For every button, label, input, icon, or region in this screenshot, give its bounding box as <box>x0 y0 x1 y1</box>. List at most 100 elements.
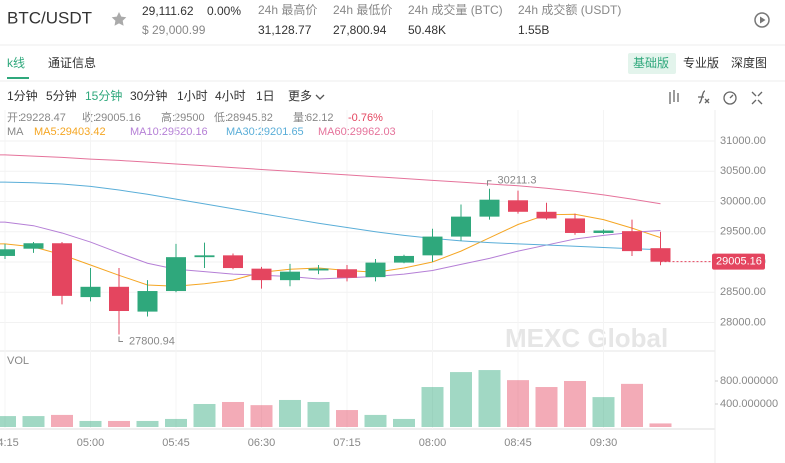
y-tick-label: 30000.00 <box>720 195 766 207</box>
candle-body <box>280 271 300 281</box>
volume-bar <box>307 401 330 427</box>
tab[interactable]: 通证信息 <box>48 55 96 70</box>
vol-tick-label: 800.000000 <box>720 375 778 387</box>
volume-bar <box>336 410 358 427</box>
ma-name: MA60: <box>318 126 350 138</box>
candle-body <box>337 269 357 278</box>
candle-body <box>394 255 414 263</box>
volume-bar <box>22 416 45 427</box>
candle-body <box>137 291 158 312</box>
more-arrow <box>315 94 325 100</box>
low-marker <box>118 336 123 343</box>
play-button[interactable] <box>754 12 770 28</box>
stat-label: 24h 成交额 (USDT) <box>518 2 621 17</box>
volume-bar <box>478 370 501 427</box>
volume-bar <box>193 403 216 427</box>
volume-bar <box>450 372 472 427</box>
stat-value: 27,800.94 <box>333 23 387 37</box>
y-tick-label: 29500.00 <box>720 226 766 238</box>
tab-active[interactable]: k线 <box>7 56 25 70</box>
candle-body <box>422 236 443 256</box>
stat-label: 24h 成交量 (BTC) <box>408 2 503 17</box>
ma-name: MA5: <box>34 126 60 138</box>
x-tick-label: 04:15 <box>0 437 19 449</box>
x-tick-label: 05:45 <box>162 437 190 449</box>
candle-body <box>593 230 614 233</box>
candle-body <box>52 243 72 296</box>
tab-underline <box>7 77 29 79</box>
x-tick-label: 05:00 <box>77 437 105 449</box>
volume-bar <box>649 423 672 427</box>
x-tick-label: 08:45 <box>504 437 532 449</box>
view-tab[interactable]: 专业版 <box>683 55 719 70</box>
view-tab[interactable]: 基础版 <box>633 56 669 70</box>
interval[interactable]: 5分钟 <box>46 88 77 103</box>
volume-bar <box>250 405 273 427</box>
volume-bar <box>592 397 615 427</box>
y-tick-label: 30500.00 <box>720 165 766 177</box>
pair: BTC/USDT <box>7 8 92 27</box>
info-label: 量: <box>293 111 307 124</box>
interval[interactable]: 1日 <box>256 89 275 103</box>
volume-bar <box>421 387 444 427</box>
volume-bar <box>79 420 102 427</box>
candle-body <box>166 257 186 292</box>
last-price-label: 29005.16 <box>716 256 762 268</box>
volume-bar <box>108 420 130 427</box>
y-tick-label: 28500.00 <box>720 286 766 298</box>
view-tab[interactable]: 深度图 <box>731 55 767 70</box>
candle-body <box>109 286 129 312</box>
toolbar-icons[interactable] <box>669 90 763 105</box>
candle-body <box>80 286 101 298</box>
info-value: 29500 <box>174 112 205 124</box>
candle-body <box>508 200 528 212</box>
interval[interactable]: 30分钟 <box>130 88 167 103</box>
ma-name: MA30: <box>226 126 258 138</box>
stat-value: 31,128.77 <box>258 23 312 37</box>
usd-price: $ 29,000.99 <box>142 23 206 37</box>
stat-value: 50.48K <box>408 23 446 37</box>
info-value: 29005.16 <box>95 112 141 124</box>
candle-body <box>650 248 671 262</box>
stat-value: 1.55B <box>518 23 549 37</box>
candle-body <box>23 243 44 249</box>
candle-body <box>0 249 15 256</box>
interval[interactable]: 1分钟 <box>7 88 38 103</box>
candle-body <box>365 262 386 278</box>
view-active-bg <box>628 53 676 74</box>
x-tick-label: 07:15 <box>333 437 361 449</box>
interval[interactable]: 1小时 <box>177 89 208 103</box>
volume-bar <box>507 380 529 427</box>
volume-bar <box>535 387 558 427</box>
x-tick-label: 06:30 <box>248 437 276 449</box>
candle-body <box>622 231 642 252</box>
candle-body <box>223 255 243 269</box>
ma-value: 29520.16 <box>162 126 208 138</box>
info-value: 28945.82 <box>227 112 273 124</box>
volume-bar <box>393 418 415 427</box>
ma-value: 29201.65 <box>258 126 304 138</box>
candle-body <box>251 268 272 281</box>
info-label: 收: <box>82 110 96 124</box>
candle-body <box>194 255 215 258</box>
x-tick-label: 09:30 <box>590 437 618 449</box>
favorite-star[interactable] <box>111 12 127 26</box>
info-value: 62.12 <box>306 112 334 124</box>
watermark: MEXC Global <box>505 323 668 353</box>
ma-legend: MA10:29520.16 <box>130 126 208 138</box>
interval[interactable]: 15分钟 <box>85 88 122 103</box>
info-change: -0.76% <box>348 112 383 124</box>
interval-more[interactable]: 更多 <box>288 89 312 103</box>
y-tick-label: 28000.00 <box>720 316 766 328</box>
candle-body <box>451 216 471 237</box>
y-tick-label: 31000.00 <box>720 135 766 147</box>
info-label: 高: <box>161 110 175 124</box>
ma-label: MA <box>7 126 24 138</box>
volume-bar <box>621 383 643 427</box>
volume-bar <box>51 414 73 427</box>
info-value: 29228.47 <box>20 112 66 124</box>
info-label: 开: <box>7 112 21 124</box>
high-marker <box>487 180 492 186</box>
interval[interactable]: 4小时 <box>215 89 246 103</box>
